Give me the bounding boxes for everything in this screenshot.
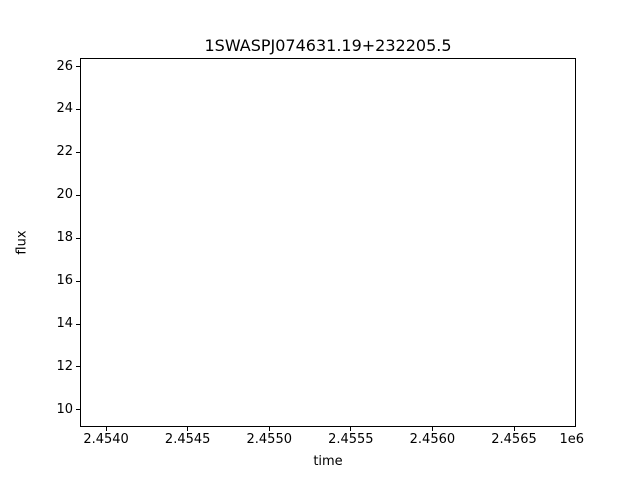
x-tick-label: 2.4555 xyxy=(328,432,374,447)
x-tick-mark xyxy=(513,427,515,431)
y-tick-mark xyxy=(76,323,80,325)
plot-title: 1SWASPJ074631.19+232205.5 xyxy=(204,36,452,55)
y-tick-label: 24 xyxy=(56,101,73,117)
x-tick-label: 2.4550 xyxy=(246,432,293,447)
x-tick-mark xyxy=(187,427,189,431)
y-axis-label-wrap: flux xyxy=(0,58,44,427)
x-tick-label: 2.4540 xyxy=(83,432,129,447)
x-tick-mark xyxy=(350,427,352,431)
y-tick-mark xyxy=(76,151,80,153)
y-tick-mark xyxy=(76,409,80,411)
x-tick-label: 2.4565 xyxy=(491,432,537,447)
x-tick-mark xyxy=(268,427,270,431)
y-tick-mark xyxy=(76,194,80,196)
x-axis-offset-label: 1e6 xyxy=(559,432,584,447)
x-tick-label: 2.4545 xyxy=(164,432,211,447)
y-tick-label: 18 xyxy=(56,230,73,246)
x-tick-mark xyxy=(431,427,433,431)
y-tick-mark xyxy=(76,108,80,110)
y-tick-label: 20 xyxy=(56,187,73,203)
y-tick-label: 12 xyxy=(56,358,73,374)
y-tick-label: 14 xyxy=(56,316,73,332)
y-tick-label: 22 xyxy=(56,144,73,160)
y-axis-label: flux xyxy=(14,230,30,255)
y-tick-label: 26 xyxy=(56,58,73,74)
y-tick-mark xyxy=(76,237,80,239)
y-tick-label: 16 xyxy=(56,273,73,289)
axes-box xyxy=(80,58,576,427)
y-tick-mark xyxy=(76,366,80,368)
y-tick-mark xyxy=(76,280,80,282)
x-tick-mark xyxy=(105,427,107,431)
y-tick-mark xyxy=(76,66,80,68)
x-axis-label: time xyxy=(313,454,343,469)
y-tick-label: 10 xyxy=(56,401,73,417)
x-tick-label: 2.4560 xyxy=(409,432,456,447)
